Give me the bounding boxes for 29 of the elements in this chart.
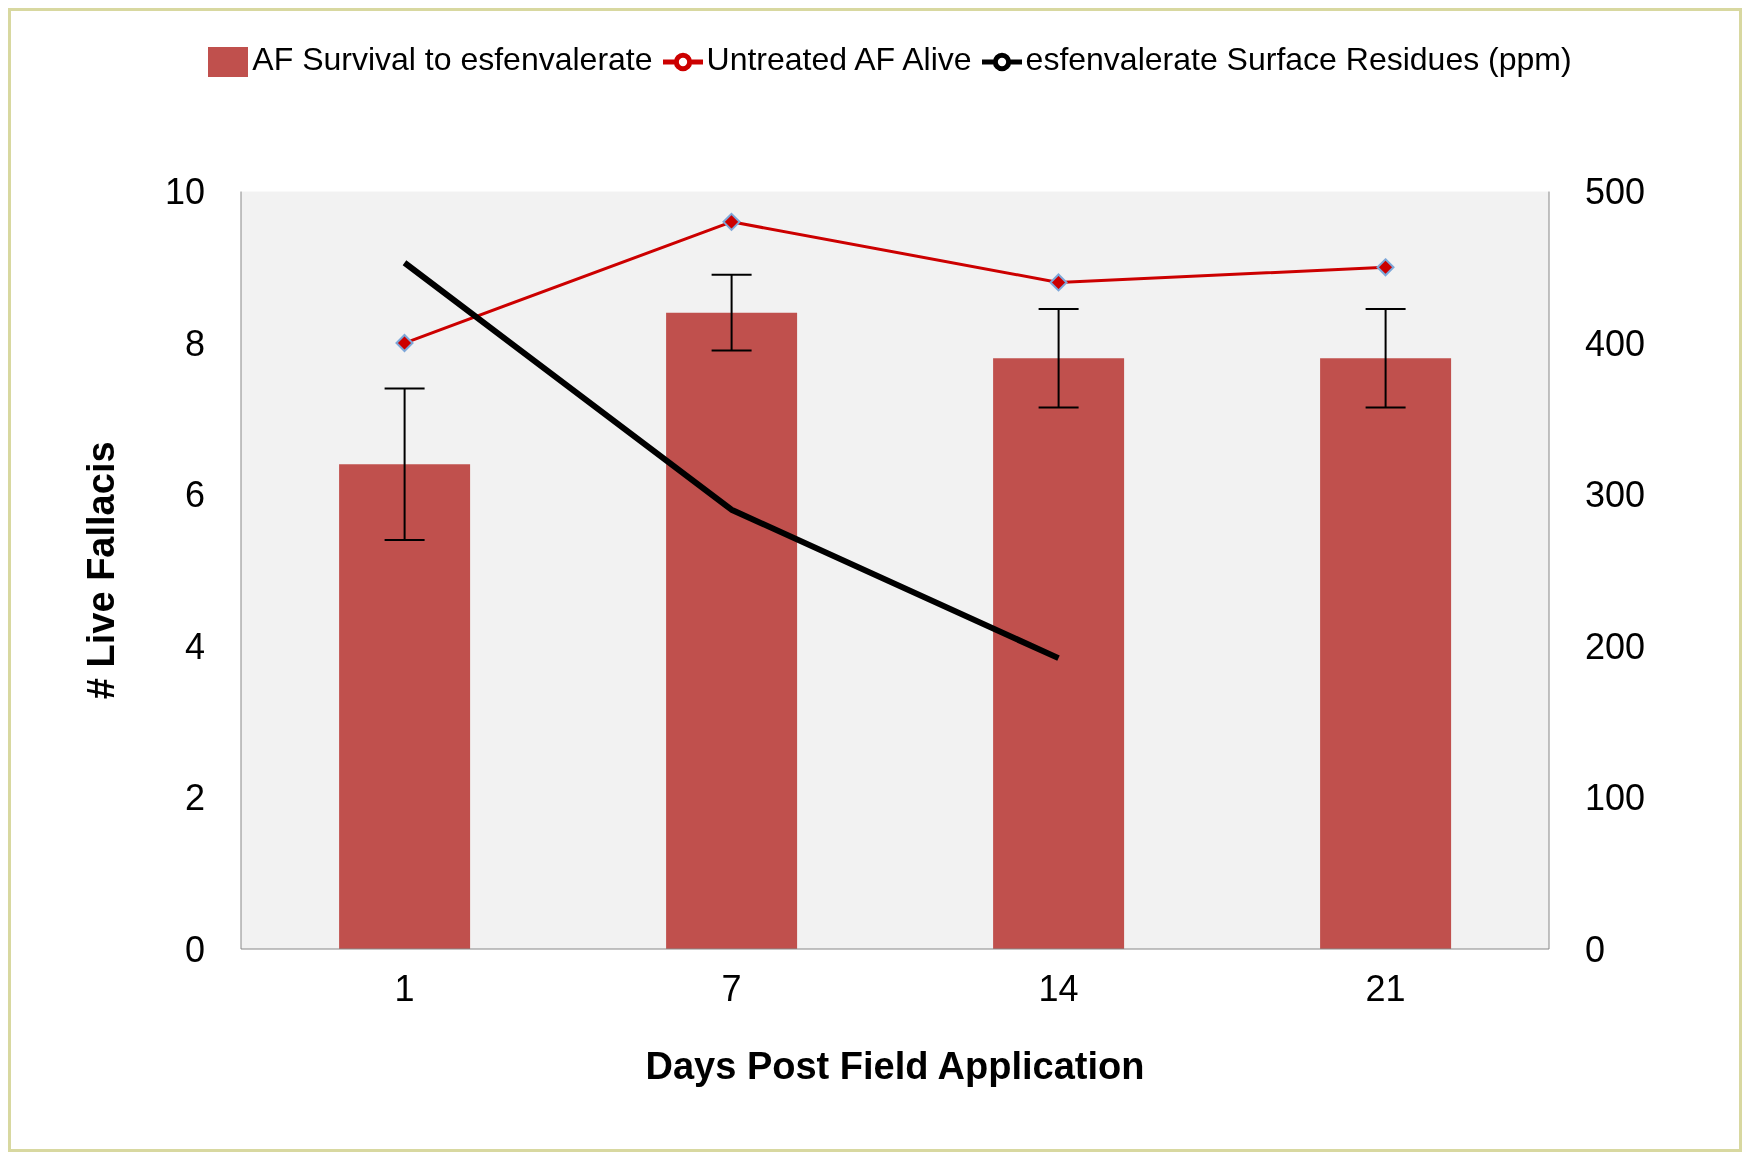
y-tick-label: 2 [184,777,205,819]
x-tick-label: 21 [1365,967,1406,1009]
y-tick-label: 10 [164,171,205,213]
point [1376,258,1395,277]
legend-label: esfenvalerate Surface Residues (ppm) [1025,41,1572,77]
y2-tick-label: 300 [1585,474,1646,516]
y2-tick-label: 400 [1585,322,1646,364]
bar [1320,358,1452,949]
point [395,334,414,353]
y-tick-label: 6 [184,474,205,516]
y2-tick-label: 100 [1585,777,1646,819]
x-axis-title: Days Post Field Application [645,1045,1145,1087]
point [1049,273,1068,292]
y-tick-label: 8 [184,322,205,364]
point [722,212,741,231]
y2-tick-label: 500 [1585,171,1646,213]
bar [339,464,471,949]
bar [666,312,798,949]
x-tick-label: 1 [394,967,415,1009]
bar [993,358,1125,949]
y2-tick-label: 200 [1585,625,1646,667]
legend-label: Untreated AF Alive [706,41,972,77]
y2-tick-label: 0 [1585,928,1606,970]
y-tick-label: 4 [184,625,205,667]
x-tick-label: 14 [1038,967,1079,1009]
y-tick-label: 0 [184,928,205,970]
legend-label: AF Survival to esfenvalerate [252,41,653,77]
x-tick-label: 7 [721,967,742,1009]
y-axis-title: # Live Fallacis [80,441,123,700]
